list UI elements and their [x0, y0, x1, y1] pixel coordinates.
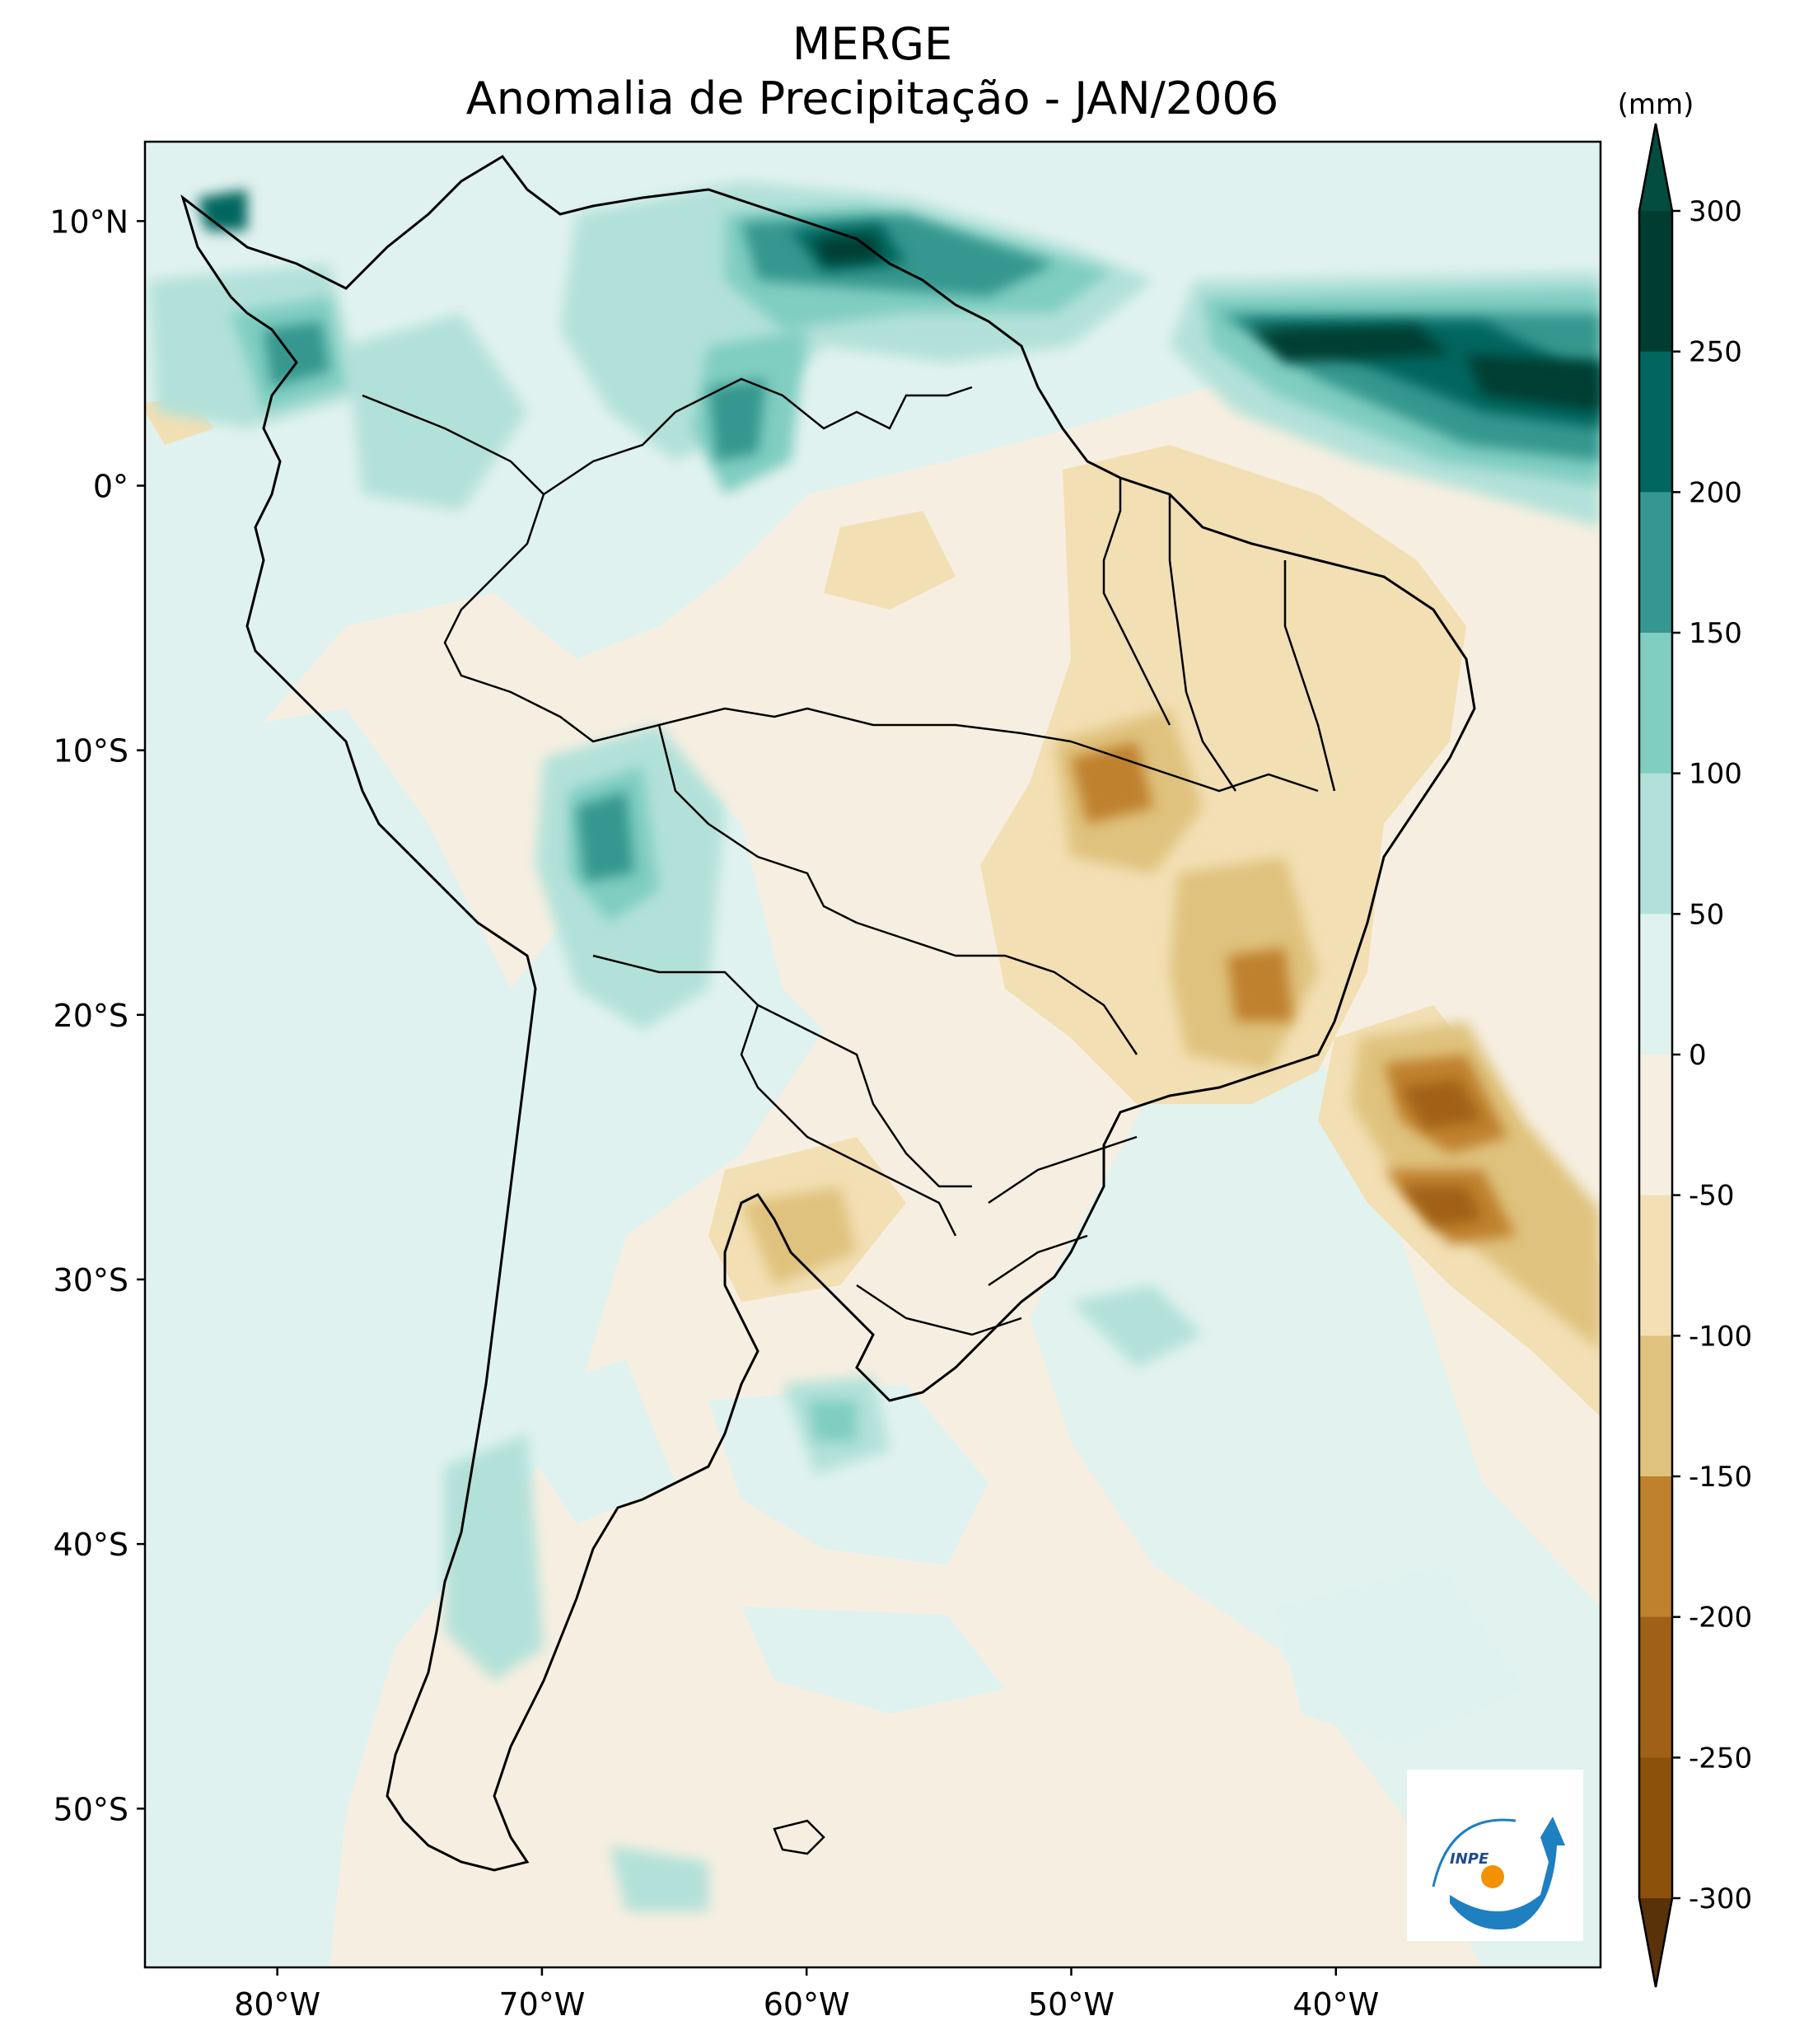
colorbar-unit: (mm): [1618, 88, 1694, 121]
chart-subtitle: Anomalia de Precipitação - JAN/2006: [465, 72, 1279, 124]
colorbar-extend-min: [1639, 1898, 1672, 1987]
colorbar-tick-label: -250: [1689, 1742, 1752, 1775]
lat-tick-label: 50°S: [54, 1791, 129, 1827]
falkland-islands: [773, 1819, 825, 1855]
colorbar-segment: [1639, 492, 1672, 634]
colorbar-segment: [1639, 633, 1672, 774]
colorbar-segment: [1639, 211, 1672, 353]
logo-sun-icon: [1481, 1865, 1504, 1888]
colorbar-segment: [1639, 1195, 1672, 1336]
colorbar-tick-label: -300: [1689, 1883, 1752, 1915]
south-america-coastline: [180, 155, 1476, 1872]
colorbar-tick-label: 200: [1689, 476, 1742, 509]
lat-tick-label: 10°S: [54, 733, 129, 769]
chart-title: MERGE: [792, 18, 953, 70]
colorbar-segment: [1639, 1757, 1672, 1899]
map-panel: [145, 142, 1601, 1967]
max-positive-areas: [816, 235, 1601, 412]
colorbar-tick-label: -200: [1689, 1602, 1752, 1635]
lon-tick-label: 60°W: [764, 1986, 850, 2023]
colorbar-segment: [1639, 914, 1672, 1055]
colorbar-tick-label: 0: [1689, 1039, 1707, 1072]
colorbar-segment: [1639, 351, 1672, 493]
colorbar-segment: [1639, 1616, 1672, 1758]
colorbar-tick-label: 100: [1689, 758, 1742, 791]
colorbar-extend-max: [1639, 124, 1672, 211]
colorbar-tick-label: -100: [1689, 1320, 1752, 1353]
colorbar-tick-label: 150: [1689, 617, 1742, 650]
logo-orbit-icon: [1432, 1818, 1517, 1887]
lon-tick-label: 50°W: [1028, 1986, 1115, 2023]
colorbar-segment: [1639, 1335, 1672, 1477]
lat-tick-label: 10°N: [49, 203, 129, 240]
colorbar-tick-label: -50: [1689, 1180, 1735, 1213]
colorbar-tick-label: 250: [1689, 336, 1742, 369]
colorbar-tick-label: 50: [1689, 898, 1724, 931]
lat-tick-label: 0°: [93, 469, 129, 505]
map-frame: [143, 140, 1602, 1969]
lat-tick-label: 20°S: [54, 998, 129, 1034]
lon-tick-label: 40°W: [1292, 1986, 1379, 2023]
very-strong-negative-areas: [1400, 1079, 1483, 1228]
colorbar-tick-label: -150: [1689, 1461, 1752, 1494]
colorbar-tick-label: 300: [1689, 195, 1742, 228]
colorbar: 300 250 200 150 100 50 0 -50 -100 -150 -200 -250 -30…: [1638, 123, 1752, 1988]
country-borders: [362, 377, 1336, 1336]
colorbar-segment: [1639, 1476, 1672, 1618]
colorbar-segment: [1639, 773, 1672, 914]
logo-text: INPE: [1450, 1850, 1489, 1868]
lon-tick-label: 80°W: [234, 1986, 320, 2023]
logo-arrow-icon: [1450, 1817, 1565, 1929]
colorbar-segment: [1639, 1055, 1672, 1196]
lat-tick-label: 30°S: [54, 1262, 129, 1298]
lat-tick-label: 40°S: [54, 1527, 129, 1563]
lon-tick-label: 70°W: [498, 1986, 585, 2023]
inpe-logo: INPE: [1407, 1770, 1583, 1941]
axes: 80°W 70°W 60°W 50°W 40°W 10°N 0° 10°S 20°S 30°S 40…: [49, 203, 1379, 2023]
